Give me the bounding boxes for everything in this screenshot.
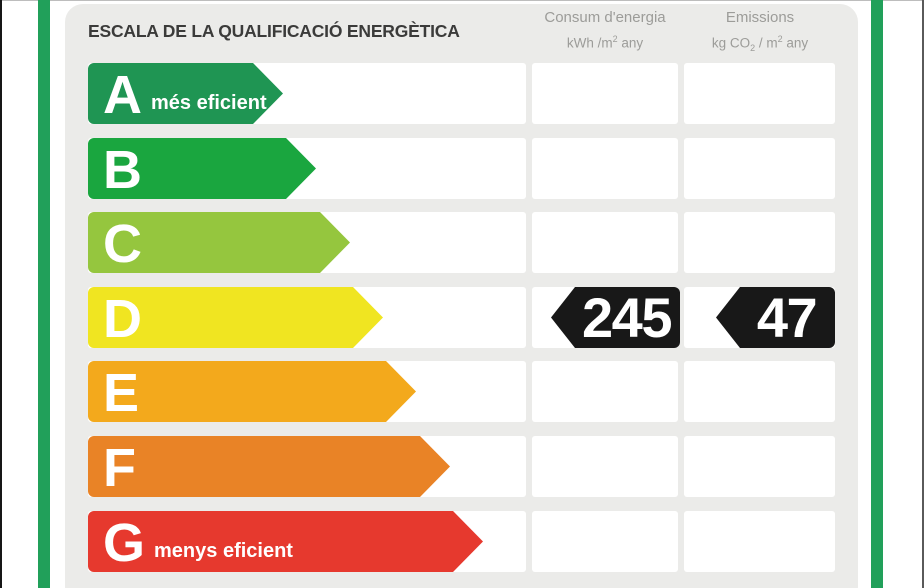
consumption-header-label: Consum d'energia [544,9,666,26]
consumption-cell-c [532,212,678,273]
rating-letter-b: B [103,140,142,200]
rating-arrow-a: A més eficient [88,63,283,124]
unit-superscript: 2 [612,34,618,44]
rating-note-a: més eficient [151,92,267,114]
consumption-cell-a [532,63,678,124]
rating-letter-c: C [103,214,142,274]
unit-text: kg CO [711,35,751,51]
rating-letter-e: E [103,363,140,423]
unit-superscript: 2 [777,34,783,44]
consumption-header-unit: kWh /m2 any [505,31,705,52]
rating-note-g: menys eficient [154,540,293,562]
rating-arrow-b: B [88,138,316,199]
unit-subscript: 2 [750,43,756,54]
consumption-cell-g [532,511,678,572]
image-border-right [922,0,924,588]
scale-title: ESCALA DE LA QUALIFICACIÓ ENERGÈTICA [88,21,460,41]
rating-arrow-c: C [88,212,350,273]
green-stripe-right [871,0,883,588]
rating-letter-a: A [103,65,142,125]
unit-text: any [782,35,809,51]
consumption-value: 245 [582,286,672,349]
rating-letter-g: G [103,513,146,573]
emissions-cell-b [684,138,835,199]
unit-text: / m [755,35,778,51]
emissions-cell-a [684,63,835,124]
image-border-left [0,0,2,588]
consumption-cell-b [532,138,678,199]
unit-text: kWh /m [566,35,613,51]
rating-letter-d: D [103,289,142,349]
consumption-cell-f [532,436,678,497]
emissions-header-label: Emissions [725,9,795,26]
emissions-cell-c [684,212,835,273]
rating-letter-f: F [103,438,136,498]
rating-arrow-g: G menys eficient [88,511,483,572]
emissions-value: 47 [756,286,818,349]
rating-arrow-f: F [88,436,450,497]
emissions-column-header: Emissions kg CO2 / m2 any [660,9,860,56]
unit-text: any [617,35,644,51]
consumption-column-header: Consum d'energia kWh /m2 any [505,9,705,52]
rating-arrow-d: D [88,287,383,348]
green-stripe-left [38,0,50,588]
emissions-value-badge: 47 [716,287,835,348]
emissions-cell-f [684,436,835,497]
emissions-cell-g [684,511,835,572]
rating-arrow-e: E [88,361,416,422]
image-border-top [2,0,922,1]
emissions-header-unit: kg CO2 / m2 any [660,31,860,56]
emissions-cell-e [684,361,835,422]
consumption-value-badge: 245 [551,287,680,348]
consumption-cell-e [532,361,678,422]
